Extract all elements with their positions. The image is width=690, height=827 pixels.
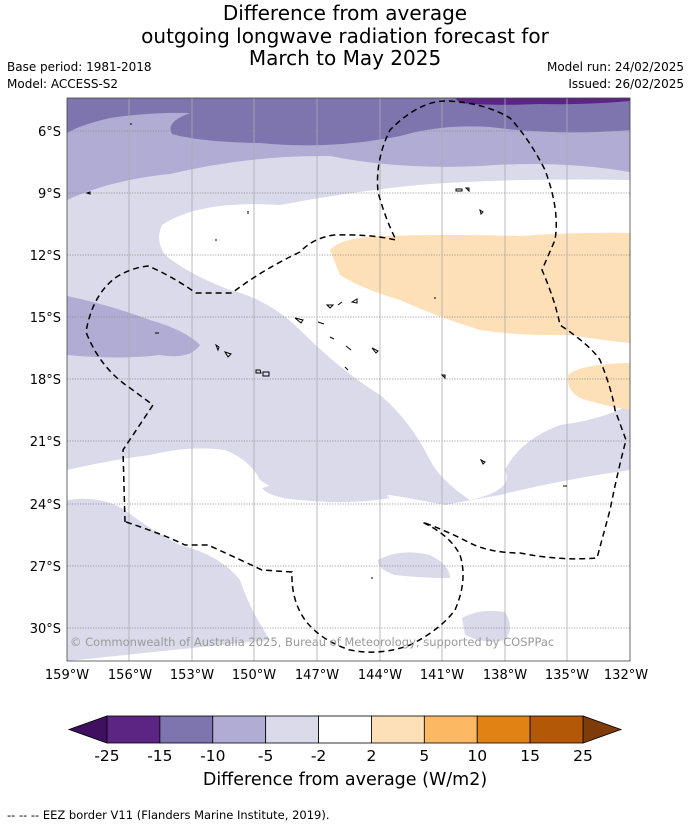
eez-french-polynesia [85, 100, 627, 560]
gridlines-lon [128, 98, 568, 661]
issued-date: Issued: 26/02/2025 [568, 77, 684, 91]
island [371, 347, 379, 354]
band-plus2-plus5-east [567, 363, 630, 410]
island [325, 304, 335, 309]
colorbar-tick-label: 10 [467, 747, 487, 765]
colorbar-swatch [423, 715, 478, 744]
meta-left: Base period: 1981-2018 Model: ACCESS-S2 [7, 59, 152, 93]
colorbar-over-arrow [582, 715, 623, 744]
lon-tick-label: 150°W [232, 668, 276, 683]
colorbar-tick-label: 15 [520, 747, 540, 765]
colorbar-under-arrow [67, 715, 108, 744]
colorbar-swatch [529, 715, 584, 744]
lat-tick-label: 12°S [30, 249, 61, 264]
island [464, 187, 470, 193]
colorbar-swatch [212, 715, 267, 744]
colorbar-swatch [159, 715, 214, 744]
island [255, 369, 262, 374]
island [440, 374, 446, 380]
lon-tick-label: 153°W [170, 668, 214, 683]
title-line-2: outgoing longwave radiation forecast for [141, 23, 549, 48]
colorbar-title: Difference from average (W/m2) [202, 770, 488, 790]
band-minus5-south-1 [67, 498, 270, 661]
island [214, 343, 220, 352]
lon-tick-label: 132°W [604, 668, 648, 683]
island [455, 188, 463, 192]
lat-tick-label: 27°S [30, 560, 61, 575]
band-minus5-south-2 [378, 552, 450, 578]
island [479, 208, 484, 215]
lon-tick-label: 138°W [483, 668, 527, 683]
colorbar-tick-label: -2 [311, 747, 326, 765]
island [337, 301, 343, 306]
lat-tick-label: 21°S [30, 435, 61, 450]
base-period: Base period: 1981-2018 [7, 60, 152, 74]
island [479, 458, 486, 465]
band-minus25-minus15 [455, 98, 630, 105]
lon-labels: 159°W 156°W 153°W 150°W 147°W 144°W 141°… [45, 668, 648, 683]
colorbar-swatch [265, 715, 319, 744]
gridlines [67, 130, 630, 629]
copyright-text: © Commonwealth of Australia 2025, Bureau… [70, 635, 554, 649]
colorbar-swatch [371, 715, 425, 744]
island [350, 298, 358, 304]
anomaly-field [67, 98, 630, 661]
band-minus5-south-3 [462, 610, 510, 642]
colorbar-tick-label: -15 [147, 747, 172, 765]
model-run-date: Model run: 24/02/2025 [546, 60, 684, 74]
lon-tick-label: 147°W [295, 668, 339, 683]
colorbar-tick-label: 5 [419, 747, 429, 765]
lat-tick-label: 9°S [38, 187, 61, 202]
colorbar-swatch [106, 715, 161, 744]
band-minus10-minus5-west [67, 296, 200, 358]
islands [85, 123, 567, 579]
island [223, 351, 232, 358]
island [85, 191, 91, 195]
colorbar-tick-label: -5 [258, 747, 273, 765]
band-minus15-minus10 [67, 98, 630, 146]
title-line-3: March to May 2025 [248, 46, 442, 70]
lat-tick-label: 30°S [30, 622, 61, 637]
meta-right: Model run: 24/02/2025 Issued: 26/02/2025 [547, 59, 684, 93]
lon-tick-label: 144°W [358, 668, 402, 683]
eez-south-segment [125, 521, 464, 653]
map-frame [66, 97, 631, 662]
band-minus5-south-4 [262, 479, 390, 503]
colorbar-tick-label: 2 [367, 747, 377, 765]
lat-labels: 6°S 9°S 12°S 15°S 18°S 21°S 24°S 27°S 30… [30, 125, 61, 637]
map-title: Difference from average outgoing longwav… [0, 2, 690, 70]
lon-tick-label: 156°W [108, 668, 152, 683]
eez-footnote: -- -- -- EEZ border V11 (Flanders Marine… [7, 808, 330, 822]
colorbar-tick-label: -10 [200, 747, 225, 765]
colorbar-swatch [476, 715, 531, 744]
island [345, 345, 352, 351]
island [262, 371, 270, 377]
colorbar-swatch [318, 715, 372, 744]
colorbar-tick-label: -25 [94, 747, 119, 765]
lat-tick-label: 24°S [30, 498, 61, 513]
band-plus2-plus5-north [330, 232, 630, 343]
island [344, 366, 349, 371]
lon-tick-label: 159°W [45, 668, 89, 683]
island [317, 321, 325, 325]
colorbar: -25 -15 -10 -5 -2 2 5 10 15 25 [67, 715, 623, 765]
island [294, 317, 304, 324]
colorbar-tick-label: 25 [573, 747, 593, 765]
lat-tick-label: 15°S [30, 311, 61, 326]
lat-tick-label: 6°S [38, 125, 61, 140]
island [329, 336, 335, 340]
lat-tick-label: 18°S [30, 373, 61, 388]
model-name: Model: ACCESS-S2 [7, 77, 119, 91]
title-line-1: Difference from average [222, 1, 468, 25]
eez-boundaries [85, 100, 627, 653]
lon-tick-label: 135°W [545, 668, 589, 683]
lon-tick-label: 141°W [420, 668, 464, 683]
